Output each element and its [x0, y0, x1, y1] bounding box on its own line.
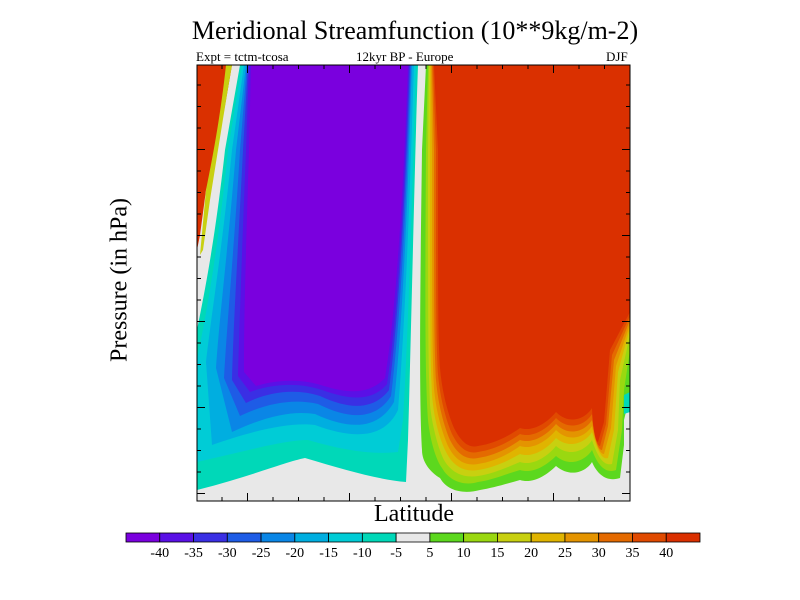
colorbar-swatch [361, 532, 397, 543]
colorbar: -40 -35 -30 -25 -20 -15 -10 -5 5 10 15 20 25 30 35 40 [125, 532, 701, 561]
colorbar-swatch [598, 532, 633, 543]
colorbar-swatch [665, 532, 701, 543]
contour-pos-40 [434, 65, 630, 447]
contour-right-edge-neg [624, 392, 630, 414]
colorbar-tick-label: 10 [457, 546, 471, 561]
colorbar-tick-label: -10 [353, 546, 372, 561]
subtitle-period-region: 12kyr BP - Europe [356, 49, 454, 64]
colorbar-swatch [125, 532, 161, 543]
x-axis-label: Latitude [374, 501, 454, 527]
contour-neg-40 [244, 65, 408, 392]
colorbar-swatch [193, 532, 228, 543]
chart-title: Meridional Streamfunction (10**9kg/m-2) [191, 16, 639, 45]
colorbar-swatch [530, 532, 566, 543]
colorbar-tick-label: 30 [592, 546, 606, 561]
colorbar-swatch [429, 532, 465, 543]
colorbar-tick-label: 5 [426, 546, 433, 561]
colorbar-swatch [632, 532, 667, 543]
plot-frame [196, 64, 631, 502]
colorbar-tick-label: -20 [285, 546, 304, 561]
colorbar-tick-label: -30 [218, 546, 237, 561]
colorbar-swatch [260, 532, 296, 543]
colorbar-tick-label: -25 [252, 546, 271, 561]
colorbar-swatch [226, 532, 262, 543]
colorbar-tick-label: -35 [184, 546, 203, 561]
colorbar-swatch [463, 532, 498, 543]
colorbar-tick-label: -40 [150, 546, 169, 561]
colorbar-swatch [328, 532, 363, 543]
colorbar-swatch [159, 532, 194, 543]
colorbar-swatch [395, 532, 431, 543]
colorbar-swatch [294, 532, 329, 543]
colorbar-swatch [564, 532, 600, 543]
subtitle-season: DJF [606, 49, 628, 64]
colorbar-tick-label: 20 [524, 546, 538, 561]
axis-ticks [197, 65, 630, 501]
subtitle-experiment: Expt = tctm-tcosa [196, 49, 289, 64]
colorbar-tick-label: 25 [558, 546, 572, 561]
contour-field [197, 65, 630, 501]
colorbar-swatch [497, 532, 532, 543]
colorbar-tick-label: 40 [659, 546, 673, 561]
colorbar-tick-label: -15 [319, 546, 338, 561]
colorbar-tick-label: -5 [390, 546, 402, 561]
colorbar-tick-label: 15 [490, 546, 504, 561]
colorbar-tick-label: 35 [625, 546, 639, 561]
contour-left-positive-edge [200, 65, 232, 255]
